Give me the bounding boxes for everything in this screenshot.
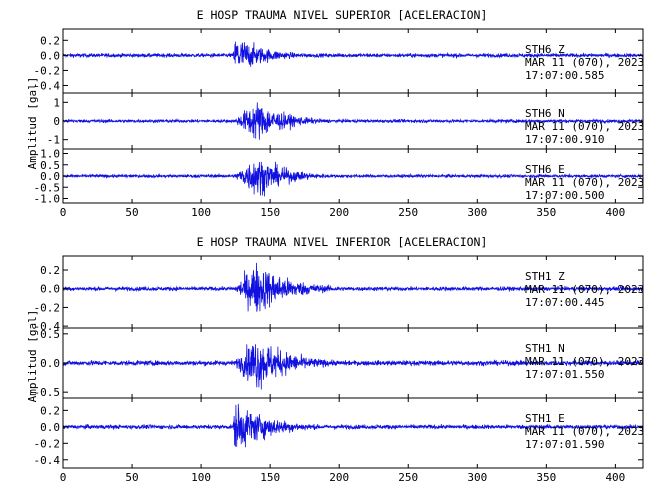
station-label: STH1 E (525, 412, 565, 425)
trace-sth1-n (62, 344, 644, 390)
station-label: STH6 N (525, 107, 565, 120)
y-tick-label: -0.4 (34, 320, 61, 333)
y-tick-label: 0 (53, 115, 60, 128)
y-tick-label: 0.5 (40, 159, 60, 172)
y-tick-label: 1.0 (40, 148, 60, 161)
panel-title: E HOSP TRAUMA NIVEL INFERIOR [ACELERACIO… (197, 235, 488, 249)
y-tick-label: 0.5 (40, 328, 60, 341)
y-tick-label: 0.2 (40, 404, 60, 417)
y-axis-label: Amplitud [gal] (26, 77, 39, 170)
y-tick-label: -0.2 (34, 64, 61, 77)
y-tick-label: -0.5 (34, 181, 61, 194)
y-tick-label: -0.4 (34, 454, 61, 467)
y-tick-label: 0.2 (40, 34, 60, 47)
x-tick-label: 400 (605, 471, 625, 484)
date-label: MAR 11 (070), 2023 (525, 283, 644, 296)
station-label: STH6 Z (525, 43, 565, 56)
x-tick-label: 350 (536, 471, 556, 484)
trace-sth6-z (62, 41, 644, 67)
time-label: 17:07:01.550 (525, 368, 604, 381)
x-tick-label: 50 (125, 206, 138, 219)
time-label: 17:07:00.910 (525, 133, 604, 146)
x-tick-label: 250 (398, 206, 418, 219)
y-tick-label: -1.0 (34, 193, 61, 206)
x-tick-label: 300 (467, 206, 487, 219)
trace-sth1-z (62, 262, 644, 312)
x-tick-label: 100 (191, 471, 211, 484)
x-tick-label: 150 (260, 206, 280, 219)
time-label: 17:07:01.590 (525, 438, 604, 451)
y-tick-label: 0.0 (40, 357, 60, 370)
time-label: 17:07:00.500 (525, 189, 604, 202)
x-tick-label: 100 (191, 206, 211, 219)
y-tick-label: 0.0 (40, 170, 60, 183)
y-tick-label: -1 (47, 134, 60, 147)
x-tick-label: 150 (260, 471, 280, 484)
x-tick-label: 350 (536, 206, 556, 219)
trace-sth1-e (62, 403, 644, 448)
y-tick-label: -0.2 (34, 437, 61, 450)
date-label: MAR 11 (070), 2023 (525, 176, 644, 189)
panel-title: E HOSP TRAUMA NIVEL SUPERIOR [ACELERACIO… (197, 8, 488, 22)
y-tick-label: 0.2 (40, 264, 60, 277)
y-tick-label: -0.2 (34, 301, 61, 314)
x-tick-label: 200 (329, 471, 349, 484)
station-label: STH1 N (525, 342, 565, 355)
station-label: STH6 E (525, 163, 565, 176)
y-tick-label: 1 (53, 96, 60, 109)
time-label: 17:07:00.445 (525, 296, 604, 309)
y-tick-label: -0.5 (34, 386, 61, 399)
time-label: 17:07:00.585 (525, 69, 604, 82)
station-label: STH1 Z (525, 270, 565, 283)
y-tick-label: 0.0 (40, 421, 60, 434)
y-tick-label: 0.0 (40, 49, 60, 62)
channel-frame (62, 397, 644, 469)
date-label: MAR 11 (070), 2023 (525, 56, 644, 69)
trace-sth6-e (62, 161, 644, 197)
date-label: MAR 11 (070), 2023 (525, 355, 644, 368)
y-axis-label: Amplitud [gal] (26, 310, 39, 403)
x-tick-label: 250 (398, 471, 418, 484)
date-label: MAR 11 (070), 2023 (525, 425, 644, 438)
x-tick-label: 50 (125, 471, 138, 484)
x-tick-label: 0 (60, 206, 67, 219)
x-tick-label: 0 (60, 471, 67, 484)
y-tick-label: 0.0 (40, 283, 60, 296)
x-tick-label: 400 (605, 206, 625, 219)
x-tick-label: 200 (329, 206, 349, 219)
trace-sth6-n (62, 102, 644, 140)
y-tick-label: -0.4 (34, 79, 61, 92)
date-label: MAR 11 (070), 2023 (525, 120, 644, 133)
x-tick-label: 300 (467, 471, 487, 484)
